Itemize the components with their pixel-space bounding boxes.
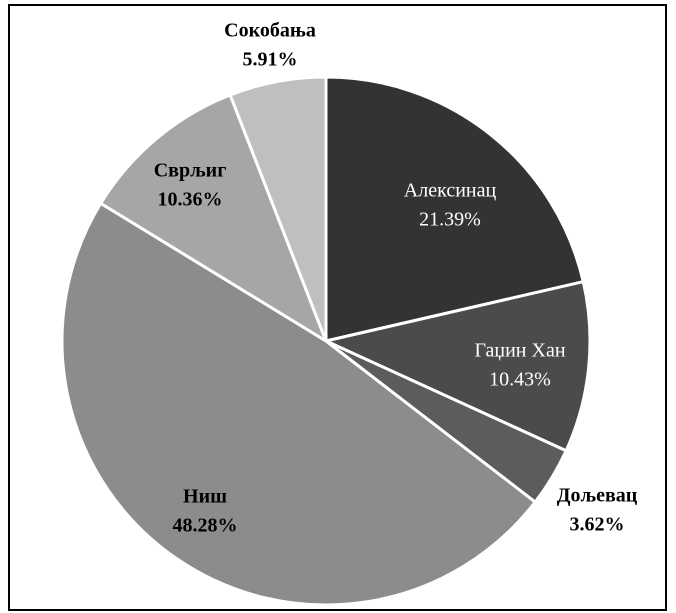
slice-name: Алексинац	[404, 180, 497, 202]
slice-name: Дољевац	[557, 485, 638, 507]
slice-value-label: 10.43%	[489, 369, 551, 391]
frame	[8, 4, 667, 611]
slice-value-label: 5.91%	[243, 49, 298, 71]
slice-value-label: 3.62%	[570, 514, 625, 536]
slice-name: Ниш	[183, 486, 227, 508]
pie	[60, 75, 592, 607]
pie-slice	[60, 201, 537, 607]
pie-slice	[228, 75, 328, 343]
slice-value-label: 10.36%	[158, 189, 223, 211]
slice-value-label: 21.39%	[419, 209, 481, 231]
slice-name: Сврљиг	[154, 160, 227, 182]
pie-slice	[324, 75, 585, 343]
pie-slice	[99, 93, 328, 343]
pie-slice	[324, 280, 592, 453]
slice-name: Гаџин Хан	[474, 340, 565, 362]
slice-name: Сокобања	[224, 20, 316, 42]
labels: Алексинац 21.39% Гаџин Хан 10.43% Дољевац 3.6…	[154, 20, 638, 537]
slice-value-label: 48.28%	[173, 515, 238, 537]
